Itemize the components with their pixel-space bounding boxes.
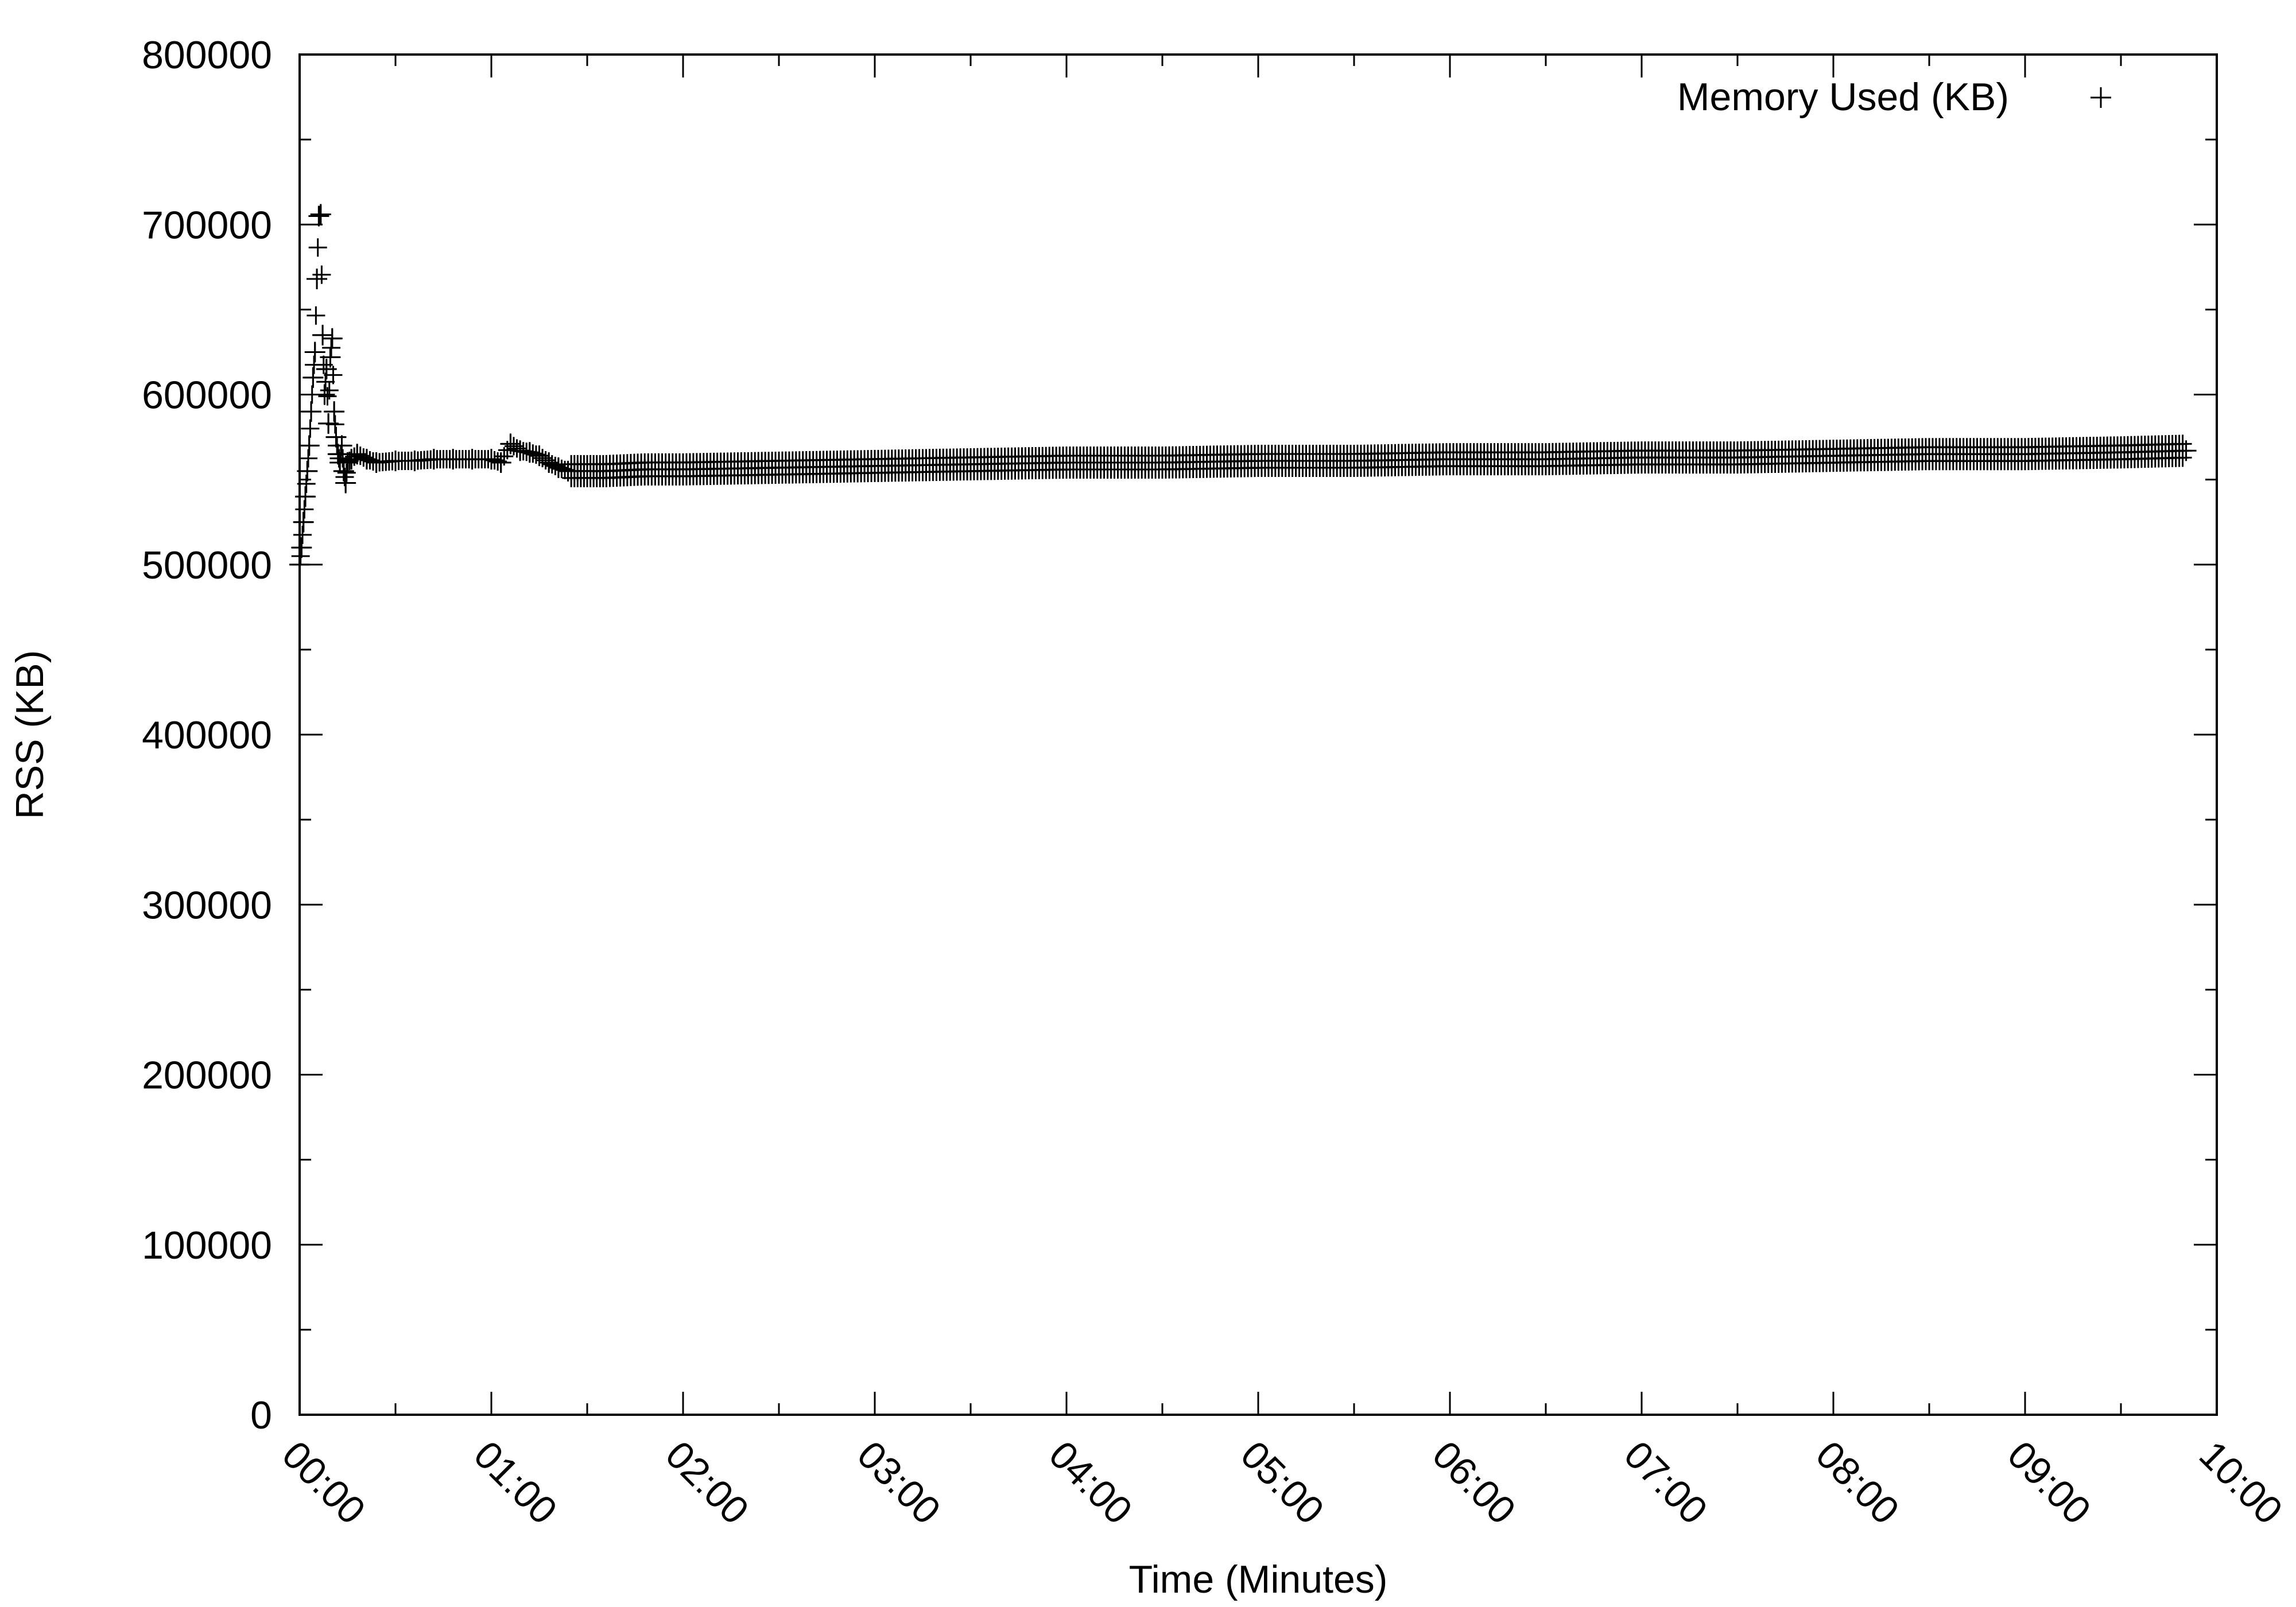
trace-point (307, 306, 325, 325)
data-point (337, 452, 358, 473)
data-point (1535, 449, 1556, 470)
data-point (301, 401, 322, 422)
legend-label: Memory Used (KB) (1677, 75, 2009, 119)
data-point (308, 205, 329, 227)
y-tick-label: 100000 (142, 1224, 272, 1267)
data-point (366, 452, 387, 473)
data-point (634, 459, 656, 480)
y-axis-label: RSS (KB) (8, 650, 52, 820)
trace-point (312, 265, 331, 284)
data-point (2175, 440, 2197, 461)
data-point (1919, 444, 1940, 465)
legend-marker-plus-icon (2091, 87, 2111, 108)
data-point (347, 444, 368, 465)
data-point (385, 451, 406, 472)
y-tick-labels: 0 100000 200000 300000 400000 500000 600000 700… (142, 33, 272, 1437)
y-tick-label: 0 (250, 1393, 272, 1437)
data-point (302, 367, 324, 388)
data-point (293, 511, 314, 533)
data-point (314, 384, 335, 405)
legend-plus-icon (2091, 87, 2111, 108)
data-point (1727, 447, 1748, 468)
data-point (1152, 452, 1173, 473)
data-point (1631, 447, 1652, 468)
data-point (316, 359, 337, 380)
data-point (333, 460, 354, 482)
data-point (538, 452, 560, 473)
data-point (2111, 442, 2131, 463)
data-point (864, 455, 885, 476)
data-point (577, 460, 598, 482)
data-point (304, 341, 325, 363)
data-point (325, 426, 347, 448)
data-points (289, 204, 2197, 575)
y-tick-label: 400000 (142, 713, 272, 757)
data-point (461, 449, 483, 470)
legend: Memory Used (KB) (1677, 75, 2111, 119)
y-tick-label: 200000 (142, 1054, 272, 1097)
trace-point (299, 449, 318, 468)
y-tick-label: 600000 (142, 374, 272, 417)
data-point (769, 457, 789, 478)
data-point (960, 453, 981, 475)
data-point (1440, 449, 1460, 470)
y-tick-label: 300000 (142, 883, 272, 927)
y-tick-label: 500000 (142, 544, 272, 587)
data-point (324, 401, 345, 422)
data-point (673, 459, 693, 480)
data-point (519, 442, 540, 463)
data-point (2015, 444, 2035, 465)
data-point (490, 452, 511, 473)
y-tick-label: 700000 (142, 203, 272, 247)
data-point (310, 204, 331, 225)
data-point (356, 449, 377, 470)
data-point (404, 451, 425, 472)
data-point (331, 435, 352, 456)
trace-point (293, 525, 312, 544)
data-point (481, 449, 502, 470)
data-point (1823, 445, 1844, 467)
data-point (510, 440, 531, 461)
trace-point (301, 419, 320, 438)
trace-point (295, 500, 314, 519)
data-point (443, 449, 464, 470)
data-point (312, 324, 333, 346)
data-point (327, 444, 348, 465)
data-point (548, 457, 569, 478)
data-point (321, 328, 343, 349)
trace-point (308, 238, 327, 257)
data-point (335, 472, 356, 494)
data-point (307, 269, 328, 290)
data-point (1056, 452, 1077, 473)
data-point (318, 413, 339, 434)
data-point (291, 537, 312, 558)
trace-point (322, 339, 341, 358)
data-point (596, 460, 617, 482)
trace-point (320, 381, 339, 400)
x-axis-label: Time (Minutes) (1129, 1558, 1388, 1601)
y-tick-label: 800000 (142, 33, 272, 77)
plot-frame (298, 53, 2218, 1416)
data-point (1248, 451, 1269, 472)
data-point (298, 435, 320, 456)
data-point (320, 347, 341, 368)
data-point (1344, 451, 1364, 472)
data-point (423, 449, 444, 470)
